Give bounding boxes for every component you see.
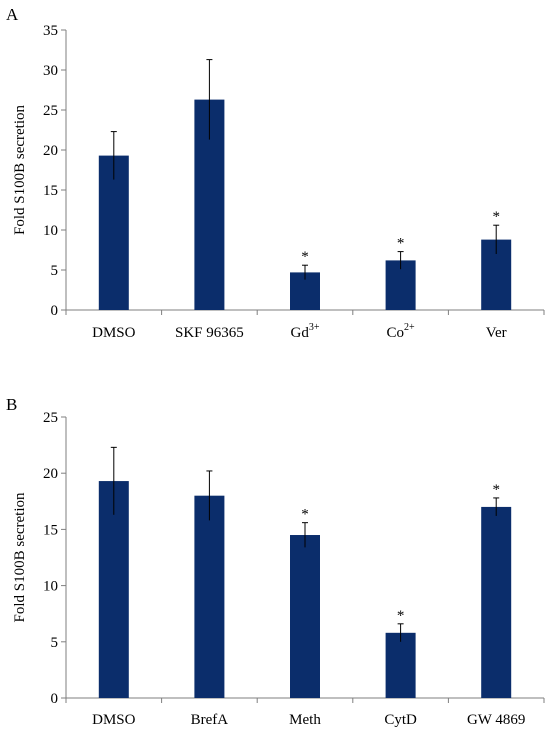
bar	[98, 155, 129, 310]
bar	[481, 506, 512, 698]
y-tick-label: 20	[43, 466, 58, 482]
bar	[290, 535, 320, 698]
panel-letter: B	[6, 395, 17, 414]
category-text: DMSO	[92, 325, 136, 341]
bar	[98, 481, 129, 698]
category-text: SKF 96365	[175, 325, 244, 341]
significance-marker: *	[492, 209, 500, 225]
x-category-label: Gd3+	[291, 322, 320, 341]
y-tick-label: 0	[51, 691, 59, 707]
category-text: Ver	[486, 325, 507, 341]
y-tick-label: 35	[43, 23, 58, 39]
y-tick-label: 5	[51, 263, 59, 279]
x-category-label: SKF 96365	[175, 325, 244, 341]
y-axis-label: Fold S100B secretion	[12, 105, 28, 235]
x-category-label: DMSO	[92, 325, 136, 341]
category-text: GW 4869	[467, 712, 525, 728]
category-text: BrefA	[191, 712, 229, 728]
category-text: CytD	[384, 712, 417, 728]
x-category-label: DMSO	[92, 712, 136, 728]
panel-letter: A	[6, 5, 19, 24]
y-axis-label: Fold S100B secretion	[12, 492, 28, 622]
x-category-label: Co2+	[387, 322, 416, 341]
x-category-label: GW 4869	[467, 712, 525, 728]
y-tick-label: 5	[51, 635, 59, 651]
x-category-label: Ver	[486, 325, 507, 341]
category-superscript: 2+	[404, 322, 415, 333]
x-category-label: CytD	[384, 712, 417, 728]
x-category-label: BrefA	[191, 712, 229, 728]
y-tick-label: 0	[51, 303, 59, 319]
significance-marker: *	[301, 249, 309, 265]
y-tick-label: 10	[43, 579, 58, 595]
x-category-label: Meth	[289, 712, 321, 728]
y-tick-label: 20	[43, 143, 58, 159]
y-tick-label: 15	[43, 522, 58, 538]
y-tick-label: 25	[43, 103, 58, 119]
category-superscript: 3+	[309, 322, 320, 333]
significance-marker: *	[397, 236, 405, 252]
category-text: Meth	[289, 712, 321, 728]
bar	[385, 632, 416, 698]
significance-marker: *	[301, 507, 309, 523]
y-tick-label: 10	[43, 223, 58, 239]
y-tick-label: 15	[43, 183, 58, 199]
y-tick-label: 25	[43, 410, 58, 426]
category-text: Gd	[291, 325, 310, 341]
significance-marker: *	[492, 482, 500, 498]
category-text: DMSO	[92, 712, 136, 728]
significance-marker: *	[397, 608, 405, 624]
category-text: Co	[387, 325, 405, 341]
y-tick-label: 30	[43, 63, 58, 79]
chart-panel-a: A 0 5 10 15 20 25 30 35 Fold S100B secretion DMSO S…	[6, 5, 545, 341]
bar	[194, 495, 225, 698]
chart-panel-b: B 0 5 10 15 20 25 Fold S100B secretion DMSO BrefA…	[6, 395, 545, 728]
